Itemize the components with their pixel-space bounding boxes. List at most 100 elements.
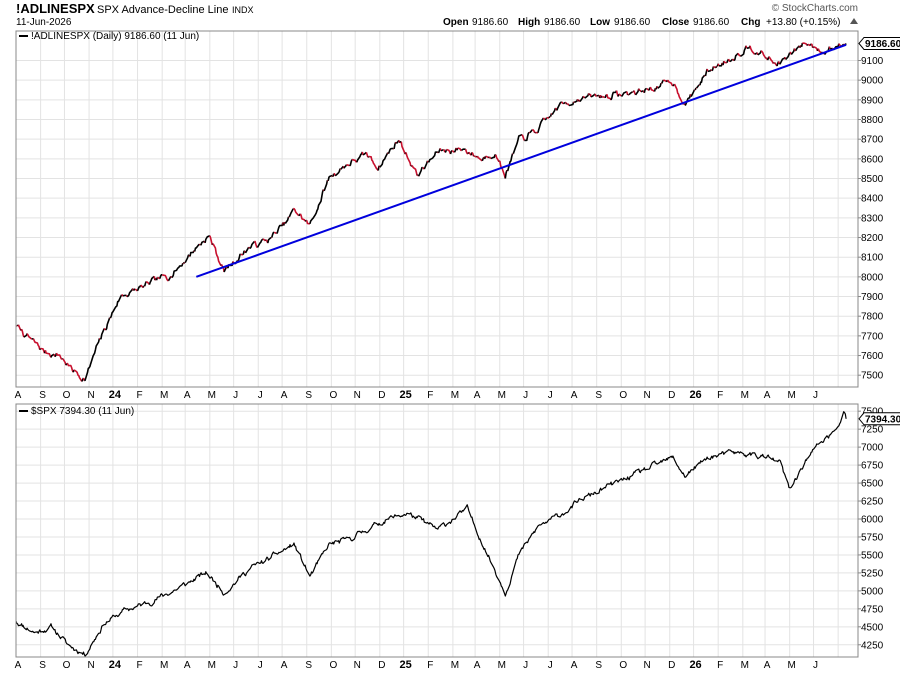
x-tick-label: F	[717, 660, 723, 671]
series-line-segment	[552, 108, 555, 115]
spx-series	[16, 411, 846, 656]
series-line-segment	[730, 59, 732, 61]
x-tick-label: J	[258, 660, 263, 671]
y-tick-label: 8100	[861, 253, 884, 264]
x-tick-label: F	[427, 390, 433, 401]
series-line-segment	[428, 152, 438, 162]
x-tick-label: D	[668, 390, 675, 401]
adline-y-axis: 7500760077007800790080008100820083008400…	[858, 56, 884, 382]
quote-bar: Open 9186.60 High 9186.60 Low 9186.60 Cl…	[443, 17, 858, 28]
series-line-segment	[100, 329, 104, 340]
series-line-segment	[716, 66, 717, 68]
open-label: Open	[443, 17, 469, 28]
series-line-segment	[357, 152, 363, 162]
series-line-segment	[557, 102, 562, 111]
y-tick-label: 5250	[861, 568, 884, 579]
x-tick-label: F	[136, 660, 142, 671]
x-tick-label: J	[258, 390, 263, 401]
chart-symbol: !ADLINESPX	[16, 1, 95, 16]
x-tick-label: O	[63, 660, 71, 671]
y-tick-label: 4750	[861, 604, 884, 615]
x-tick-label: S	[595, 390, 602, 401]
adline-last-value-text: 9186.60	[865, 39, 900, 50]
series-line-segment	[457, 148, 458, 150]
y-tick-label: 7900	[861, 292, 884, 303]
x-tick-label: J	[548, 390, 553, 401]
x-tick-label: N	[643, 390, 650, 401]
y-tick-label: 7600	[861, 351, 884, 362]
series-line-segment	[538, 118, 544, 133]
series-line-segment	[513, 135, 522, 154]
series-line-segment	[629, 92, 632, 95]
series-line-segment	[505, 170, 507, 178]
series-line-segment	[746, 46, 747, 48]
y-tick-label: 8200	[861, 233, 884, 244]
series-line-segment	[419, 168, 423, 177]
spx-last-value-tag: 7394.30	[859, 413, 900, 426]
collapse-triangle-icon[interactable]	[850, 18, 858, 24]
x-tick-label: S	[305, 390, 312, 401]
x-tick-label: S	[39, 390, 46, 401]
y-tick-label: 8600	[861, 154, 884, 165]
series-line-segment	[213, 244, 221, 266]
series-line-segment	[289, 209, 293, 217]
high-value: 9186.60	[544, 17, 581, 28]
y-tick-label: 8900	[861, 95, 884, 106]
series-line-segment	[458, 148, 462, 150]
series-line-segment	[106, 318, 110, 330]
series-line-segment	[195, 244, 200, 251]
low-label: Low	[590, 17, 610, 28]
adline-legend: !ADLINESPX (Daily) 9186.60 (11 Jun)	[19, 31, 199, 42]
x-tick-label: F	[717, 390, 723, 401]
y-tick-label: 8700	[861, 135, 884, 146]
x-tick-label: O	[329, 390, 337, 401]
series-line-segment	[611, 91, 617, 100]
series-line-segment	[412, 166, 418, 176]
x-tick-label: A	[184, 390, 191, 401]
x-tick-label: N	[354, 660, 361, 671]
close-label: Close	[662, 17, 690, 28]
x-tick-label: N	[87, 660, 94, 671]
x-tick-label: M	[741, 660, 749, 671]
x-tick-label: A	[764, 390, 771, 401]
x-tick-label: A	[281, 390, 288, 401]
y-tick-label: 6750	[861, 461, 884, 472]
y-tick-label: 6250	[861, 497, 884, 508]
x-tick-label: N	[354, 390, 361, 401]
y-tick-label: 8800	[861, 115, 884, 126]
chg-value: +13.80 (+0.15%)	[766, 17, 841, 28]
x-tick-label: A	[571, 390, 578, 401]
x-tick-label: F	[136, 390, 142, 401]
series-line-segment	[496, 155, 499, 162]
series-line-segment	[67, 363, 73, 372]
x-tick-label: M	[208, 660, 216, 671]
x-tick-label: M	[498, 390, 506, 401]
series-line-segment	[57, 353, 63, 359]
series-line-segment	[335, 169, 340, 176]
series-line-segment	[489, 157, 491, 159]
x-tick-label: 24	[109, 389, 122, 401]
x-tick-label: N	[87, 390, 94, 401]
y-tick-label: 5750	[861, 532, 884, 543]
y-tick-label: 7500	[861, 371, 884, 382]
series-line-segment	[185, 255, 189, 263]
series-line-segment	[205, 236, 210, 243]
x-tick-label: J	[523, 660, 528, 671]
series-line-segment	[443, 150, 445, 153]
series-line-segment	[718, 64, 719, 66]
x-tick-label: M	[788, 390, 796, 401]
spx-panel: 4250450047505000525055005750600062506500…	[15, 404, 900, 671]
series-line-segment	[707, 69, 708, 71]
x-tick-label: S	[305, 660, 312, 671]
series-line-segment	[697, 85, 699, 88]
x-tick-label: S	[595, 660, 602, 671]
x-tick-label: A	[764, 660, 771, 671]
series-line-segment	[127, 289, 133, 297]
series-line-segment	[149, 276, 154, 284]
x-tick-label: J	[813, 660, 818, 671]
series-line-segment	[650, 88, 655, 92]
series-line-segment	[27, 334, 32, 340]
series-line-segment	[310, 190, 324, 224]
